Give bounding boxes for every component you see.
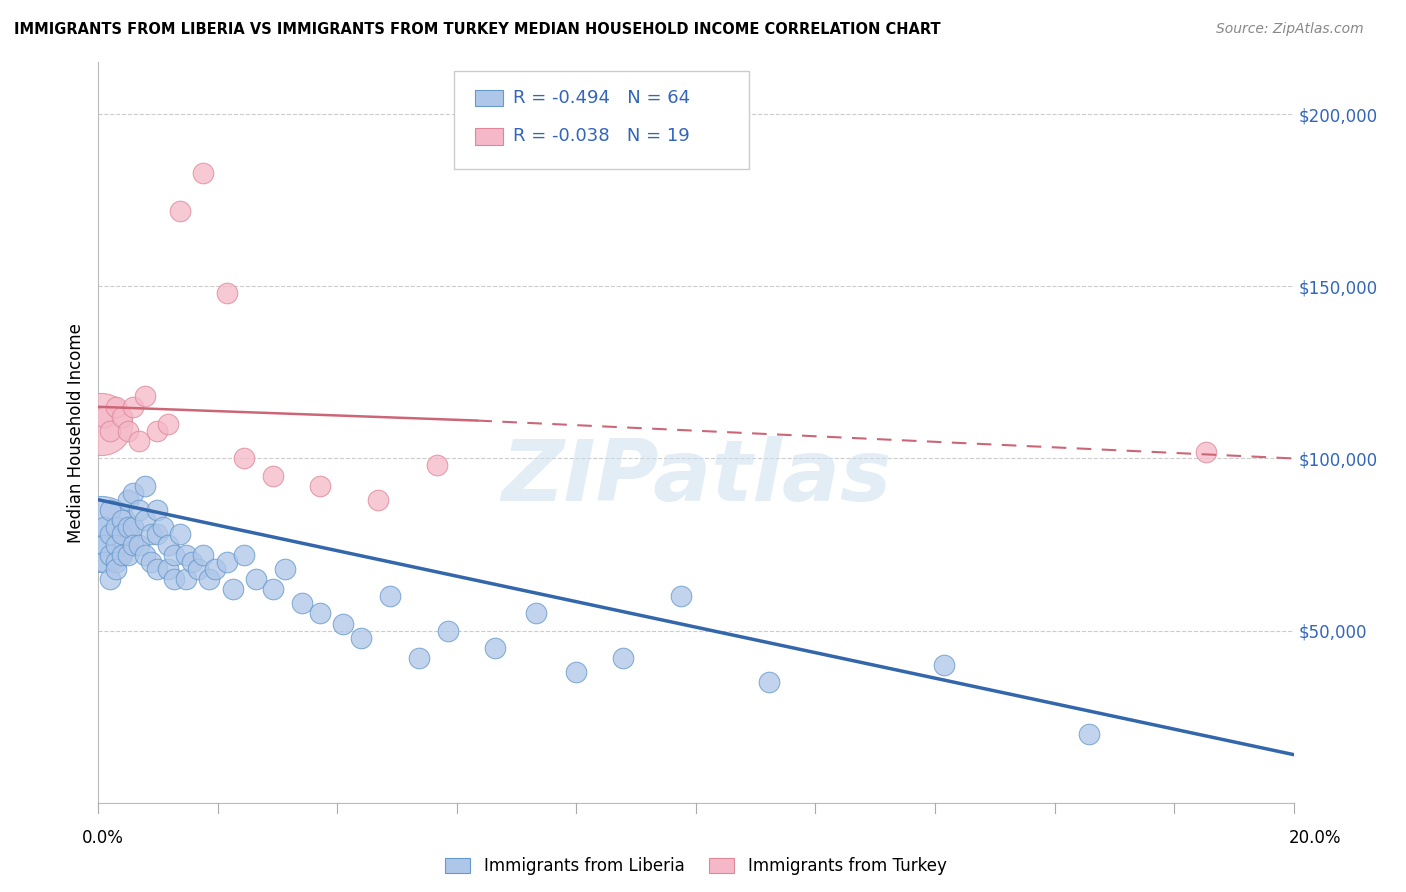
Point xyxy=(111,513,134,527)
Point xyxy=(98,572,121,586)
Point xyxy=(117,548,139,562)
Point xyxy=(186,561,208,575)
Point xyxy=(117,424,139,438)
Point xyxy=(484,640,506,655)
Point xyxy=(245,572,267,586)
Point xyxy=(215,555,238,569)
Text: IMMIGRANTS FROM LIBERIA VS IMMIGRANTS FROM TURKEY MEDIAN HOUSEHOLD INCOME CORREL: IMMIGRANTS FROM LIBERIA VS IMMIGRANTS FR… xyxy=(14,22,941,37)
Point xyxy=(163,572,186,586)
Point xyxy=(671,589,693,603)
Point xyxy=(93,410,115,425)
Point xyxy=(98,424,121,438)
Point xyxy=(90,417,112,431)
Point xyxy=(122,537,145,551)
Point xyxy=(174,548,197,562)
Point xyxy=(932,658,955,673)
Point xyxy=(134,548,156,562)
Point xyxy=(1195,444,1218,458)
Point xyxy=(90,527,112,541)
Point xyxy=(612,651,634,665)
Point xyxy=(350,631,373,645)
Point xyxy=(163,548,186,562)
Point xyxy=(128,537,150,551)
Point xyxy=(309,479,332,493)
Point xyxy=(233,451,256,466)
Point xyxy=(104,520,127,534)
Point xyxy=(93,537,115,551)
Point xyxy=(309,607,332,621)
Point xyxy=(193,548,215,562)
Point xyxy=(122,520,145,534)
Point xyxy=(111,527,134,541)
Point xyxy=(128,503,150,517)
Point xyxy=(117,492,139,507)
Text: R = -0.494   N = 64: R = -0.494 N = 64 xyxy=(513,89,690,107)
Point xyxy=(221,582,243,597)
Y-axis label: Median Household Income: Median Household Income xyxy=(66,323,84,542)
Point xyxy=(98,548,121,562)
Point xyxy=(104,400,127,414)
Point xyxy=(565,665,588,679)
Point xyxy=(198,572,221,586)
Point xyxy=(408,651,430,665)
Point xyxy=(152,520,174,534)
Text: Source: ZipAtlas.com: Source: ZipAtlas.com xyxy=(1216,22,1364,37)
Point xyxy=(215,286,238,301)
Point xyxy=(437,624,460,638)
Point xyxy=(157,537,180,551)
Point xyxy=(204,561,226,575)
Point xyxy=(233,548,256,562)
Point xyxy=(134,389,156,403)
Point xyxy=(169,527,191,541)
Point xyxy=(139,555,162,569)
Point xyxy=(128,434,150,449)
Point xyxy=(134,513,156,527)
Point xyxy=(169,203,191,218)
Point xyxy=(174,572,197,586)
Point xyxy=(157,417,180,431)
Point xyxy=(134,479,156,493)
Point xyxy=(274,561,297,575)
Text: 0.0%: 0.0% xyxy=(82,829,124,847)
Point xyxy=(378,589,401,603)
Point xyxy=(193,166,215,180)
Point xyxy=(425,458,447,473)
Point xyxy=(111,548,134,562)
Text: 20.0%: 20.0% xyxy=(1288,829,1341,847)
Point xyxy=(145,527,167,541)
Point xyxy=(104,555,127,569)
Point xyxy=(291,596,314,610)
Point xyxy=(104,537,127,551)
Point xyxy=(145,503,167,517)
Point xyxy=(117,520,139,534)
Point xyxy=(180,555,202,569)
Point xyxy=(145,561,167,575)
Legend: Immigrants from Liberia, Immigrants from Turkey: Immigrants from Liberia, Immigrants from… xyxy=(437,848,955,883)
Point xyxy=(104,561,127,575)
Text: ZIPatlas: ZIPatlas xyxy=(501,435,891,518)
Point xyxy=(111,410,134,425)
Point xyxy=(98,527,121,541)
Text: R = -0.038   N = 19: R = -0.038 N = 19 xyxy=(513,128,690,145)
Point xyxy=(1078,727,1101,741)
Point xyxy=(758,675,780,690)
Point xyxy=(122,486,145,500)
Point xyxy=(93,555,115,569)
Point xyxy=(139,527,162,541)
Point xyxy=(262,582,284,597)
Point xyxy=(367,492,389,507)
Point xyxy=(122,400,145,414)
Point xyxy=(262,468,284,483)
Point xyxy=(145,424,167,438)
Point xyxy=(93,520,115,534)
Point xyxy=(157,561,180,575)
Point xyxy=(332,616,354,631)
Point xyxy=(98,503,121,517)
Point xyxy=(524,607,547,621)
